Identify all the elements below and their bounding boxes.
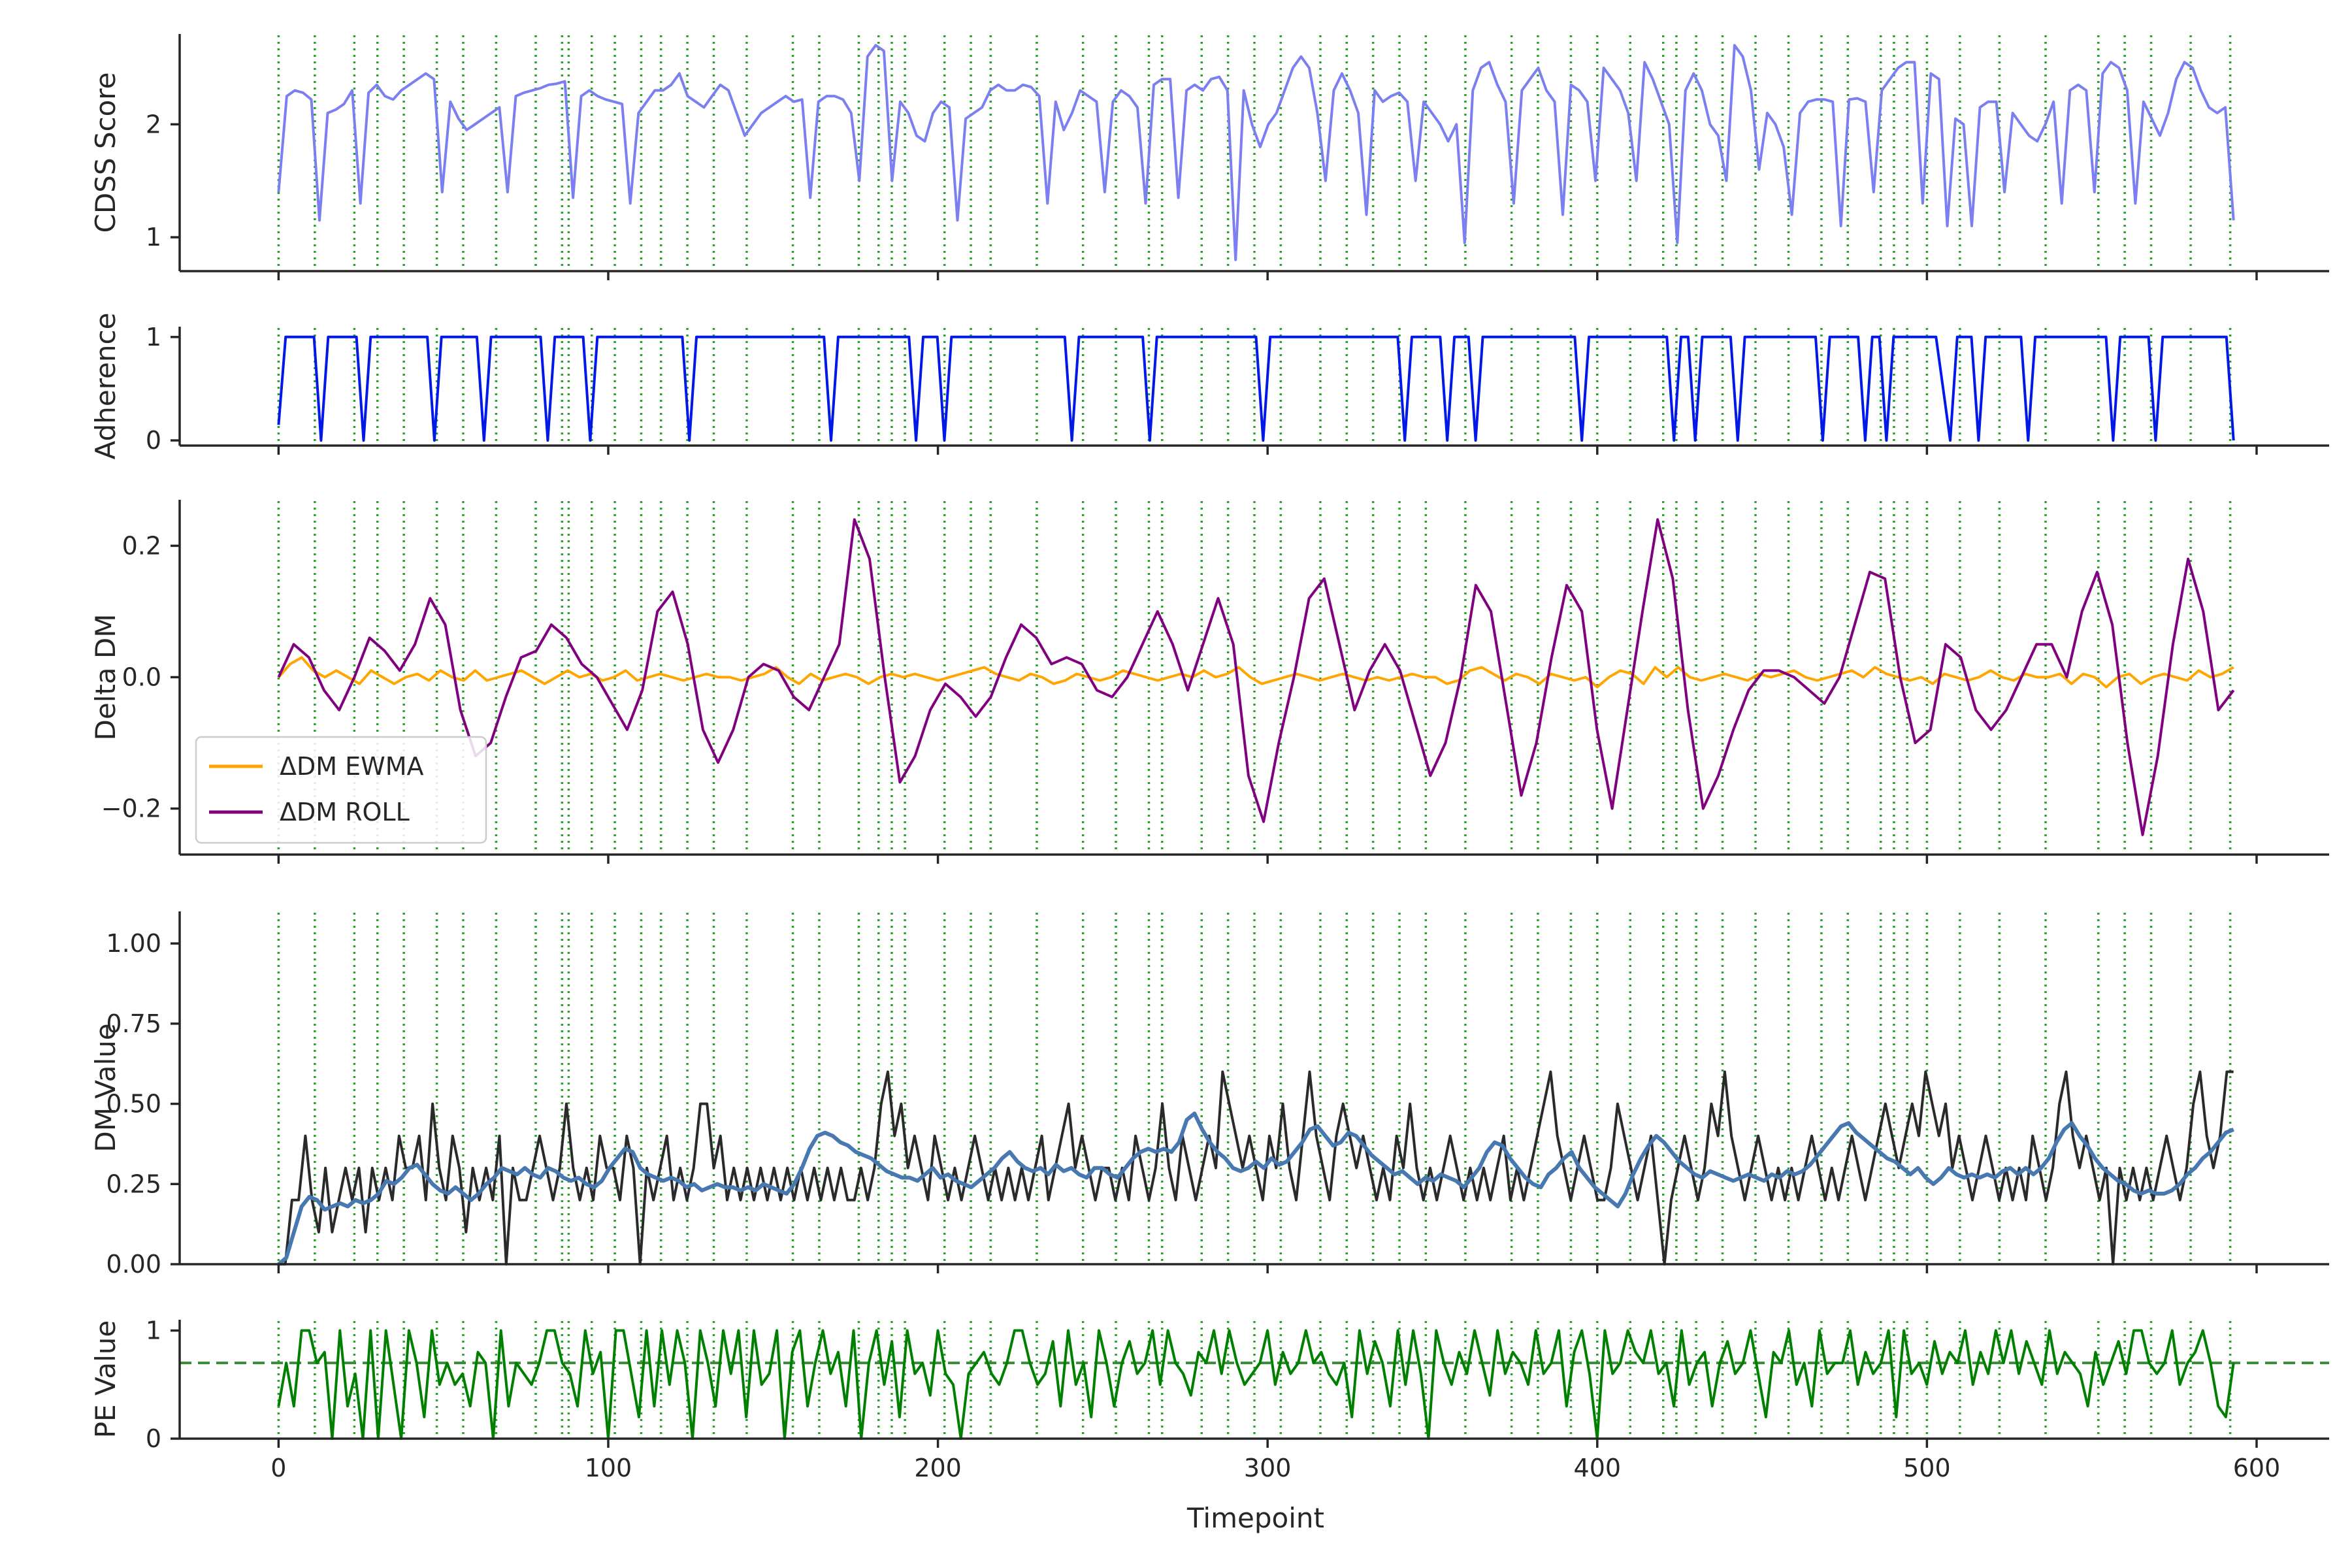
y-tick-label: 0.2: [122, 531, 161, 560]
x-tick-label: 300: [1244, 1454, 1292, 1482]
x-tick-label: 500: [1903, 1454, 1951, 1482]
y-tick-label: 0.75: [106, 1009, 161, 1038]
panel-adherence: 0 1 Adherence: [90, 313, 2329, 460]
y-tick-label: 0: [146, 1424, 161, 1453]
series-line-dm_value-0: [278, 1070, 2234, 1266]
series-line-adherence-0: [277, 335, 2235, 442]
panels-layer: 1 2 CDSS Score 0 1 Adherence −0.2 0.0 0.2 Delta D…: [90, 34, 2329, 1482]
y-tick-label: −0.2: [101, 794, 161, 823]
x-axis-label: Timepoint: [1186, 1502, 1324, 1534]
y-axis-label: CDSS Score: [90, 73, 122, 233]
event-markers-cdss: [277, 35, 2232, 271]
series-line-dm_value-1: [277, 1111, 2234, 1266]
legend-box: [195, 736, 487, 844]
y-axis-label: PE Value: [90, 1320, 122, 1439]
y-tick-label: 0.0: [122, 663, 161, 692]
y-tick-label: 0.25: [106, 1169, 161, 1198]
y-axis-label: Adherence: [90, 313, 122, 460]
x-tick-label: 600: [2233, 1454, 2281, 1482]
y-tick-label: 0: [146, 426, 161, 455]
y-tick-label: 0.00: [106, 1250, 161, 1279]
y-tick-label: 1: [146, 323, 161, 351]
x-tick-label: 400: [1574, 1454, 1622, 1482]
x-tick-label: 100: [585, 1454, 632, 1482]
y-axis-label: DM Value: [90, 1023, 122, 1152]
panel-pe_value: 0 1 0 100 200 300 400 500 600 PE Value: [90, 1316, 2329, 1482]
x-tick-label: 0: [270, 1454, 286, 1482]
series-line-cdss-0: [277, 44, 2235, 261]
legend-label: ΔDM EWMA: [280, 752, 424, 781]
panel-cdss: 1 2 CDSS Score: [90, 34, 2329, 280]
y-tick-label: 1: [146, 223, 161, 252]
series-line-delta_dm-1: [277, 518, 2235, 836]
panel-delta_dm: −0.2 0.0 0.2 Delta DM ΔDM EWMA ΔDM ROLL: [90, 500, 2329, 864]
legend: ΔDM EWMA ΔDM ROLL: [195, 736, 487, 844]
y-axis-label: Delta DM: [90, 614, 122, 741]
y-tick-label: 1.00: [106, 929, 161, 958]
y-tick-label: 1: [146, 1316, 161, 1345]
y-tick-label: 0.50: [106, 1090, 161, 1119]
y-tick-label: 2: [146, 110, 161, 139]
legend-label: ΔDM ROLL: [280, 798, 410, 826]
series-line-delta_dm-0: [277, 656, 2234, 689]
series-line-pe_value-0: [277, 1329, 2235, 1440]
x-tick-label: 200: [914, 1454, 962, 1482]
panel-dm_value: 0.00 0.25 0.50 0.75 1.00 DM Value: [90, 911, 2329, 1279]
